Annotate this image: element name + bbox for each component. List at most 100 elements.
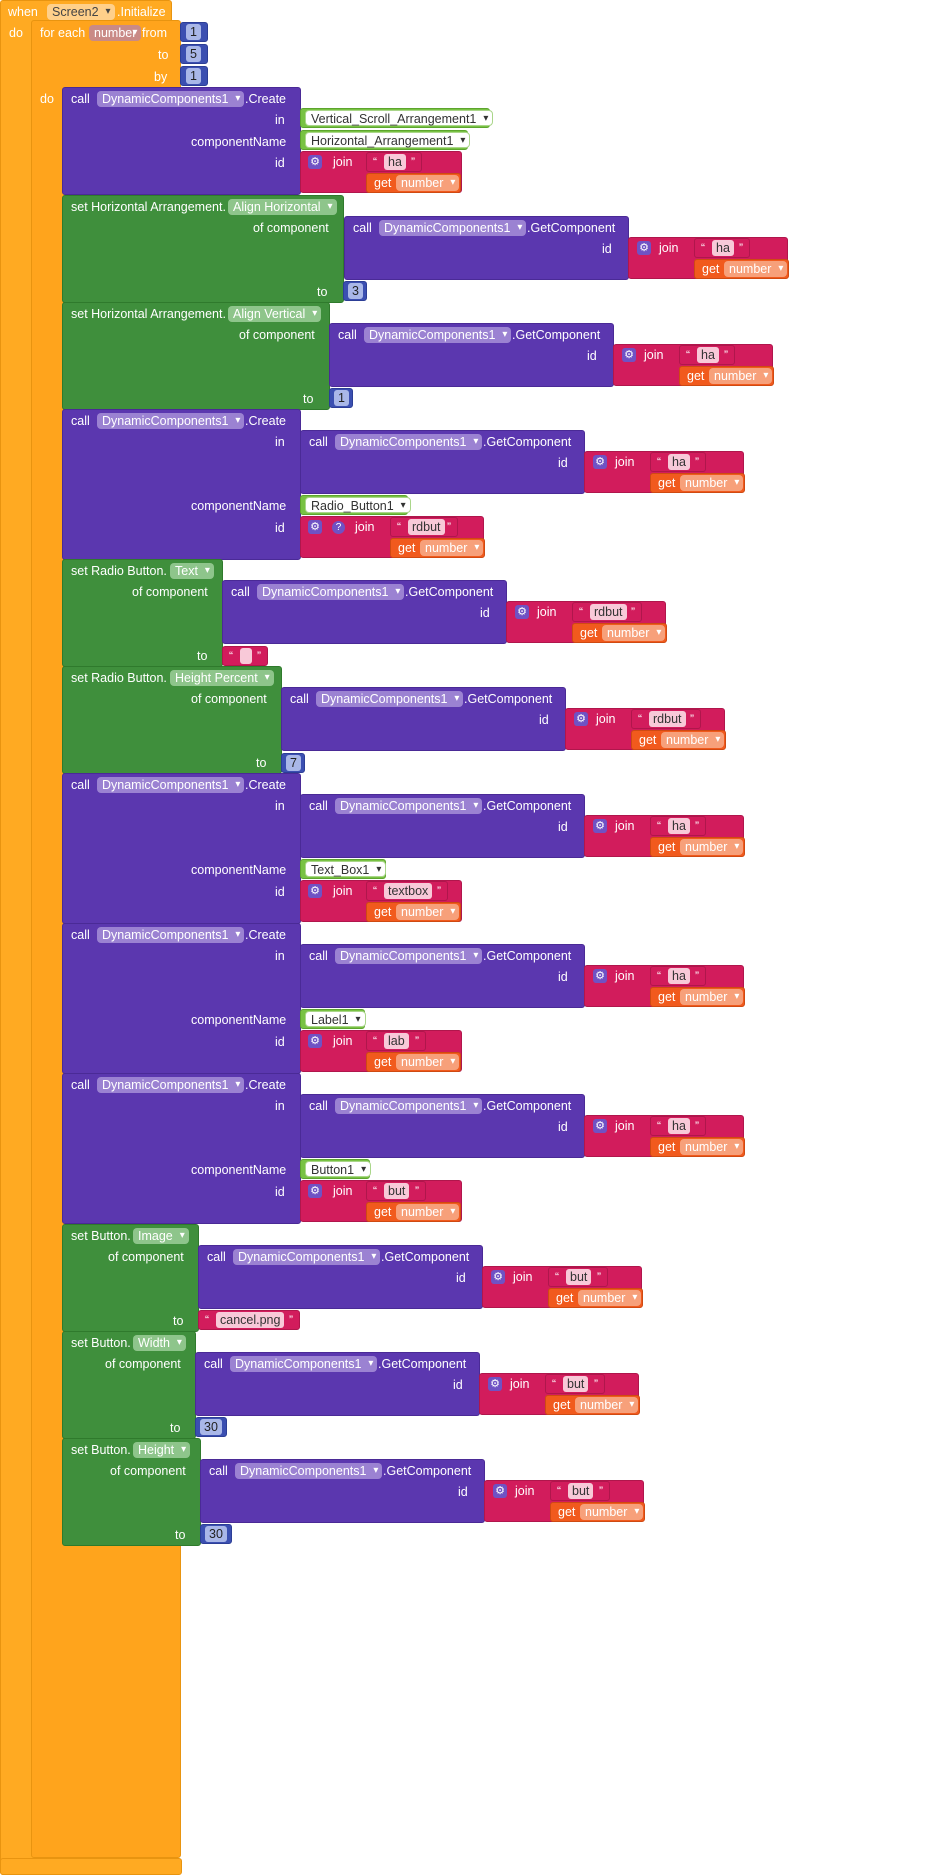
- gear-icon[interactable]: ⚙: [593, 455, 607, 469]
- get-component-block[interactable]: call DynamicComponents1 .GetComponent id: [300, 794, 585, 858]
- radio-component-block[interactable]: Radio_Button1: [300, 495, 411, 515]
- text-value[interactable]: but: [384, 1183, 410, 1199]
- text-value[interactable]: rdbut: [590, 604, 627, 620]
- from-value[interactable]: 1: [186, 24, 201, 40]
- component-dropdown[interactable]: DynamicComponents1: [97, 927, 245, 943]
- gear-icon[interactable]: ⚙: [593, 969, 607, 983]
- vsa-component-block[interactable]: Vertical_Scroll_Arrangement1: [300, 108, 494, 128]
- create-block-horizontal-arrangement[interactable]: call DynamicComponents1 .Create in compo…: [62, 87, 301, 195]
- get-component-block[interactable]: call DynamicComponents1 .GetComponent id: [329, 323, 614, 387]
- text-block[interactable]: “ ha ”: [366, 152, 422, 172]
- component-dropdown[interactable]: DynamicComponents1: [233, 1249, 381, 1265]
- number-value[interactable]: 3: [348, 283, 363, 299]
- image-text-block[interactable]: “ cancel.png ”: [198, 1310, 300, 1330]
- text-value[interactable]: rdbut: [408, 519, 445, 535]
- get-variable-dropdown[interactable]: number: [724, 261, 788, 277]
- property-dropdown[interactable]: Align Vertical: [228, 306, 322, 322]
- by-value[interactable]: 1: [186, 68, 201, 84]
- get-block[interactable]: get number: [550, 1502, 645, 1522]
- get-component-block[interactable]: call DynamicComponents1 .GetComponent id: [195, 1352, 480, 1416]
- gear-icon[interactable]: ⚙: [308, 155, 322, 169]
- get-component-block[interactable]: call DynamicComponents1 .GetComponent id: [198, 1245, 483, 1309]
- component-dropdown[interactable]: DynamicComponents1: [364, 327, 512, 343]
- get-variable-dropdown[interactable]: number: [602, 625, 666, 641]
- set-radio-height-percent-block[interactable]: set Radio Button. Height Percent of comp…: [62, 666, 282, 774]
- gear-icon[interactable]: ⚙: [637, 241, 651, 255]
- gear-icon[interactable]: ⚙: [515, 605, 529, 619]
- text-value[interactable]: [240, 648, 252, 664]
- question-icon[interactable]: ?: [332, 521, 345, 534]
- text-block[interactable]: “ lab ”: [366, 1031, 426, 1051]
- text-value[interactable]: ha: [668, 454, 690, 470]
- get-block[interactable]: get number: [631, 730, 726, 750]
- gear-icon[interactable]: ⚙: [488, 1377, 502, 1391]
- gear-icon[interactable]: ⚙: [308, 1184, 322, 1198]
- text-block[interactable]: “rdbut”: [390, 517, 458, 537]
- text-block[interactable]: “ ha ”: [650, 816, 706, 836]
- component-dropdown[interactable]: DynamicComponents1: [97, 91, 245, 107]
- component-dropdown[interactable]: DynamicComponents1: [235, 1463, 383, 1479]
- create-block-text-box[interactable]: call DynamicComponents1 .Create in compo…: [62, 773, 301, 924]
- text-value[interactable]: rdbut: [649, 711, 686, 727]
- get-variable-dropdown[interactable]: number: [578, 1290, 642, 1306]
- gear-icon[interactable]: ⚙: [491, 1270, 505, 1284]
- join-block[interactable]: ⚙ join: [300, 1180, 462, 1222]
- number-block[interactable]: 3: [343, 281, 367, 301]
- get-block[interactable]: get number: [650, 1137, 745, 1157]
- textbox-dropdown[interactable]: Text_Box1: [305, 861, 387, 878]
- get-component-block[interactable]: call DynamicComponents1 .GetComponent id: [300, 430, 585, 494]
- number-value[interactable]: 1: [334, 390, 349, 406]
- get-block[interactable]: get number: [650, 473, 745, 493]
- property-dropdown[interactable]: Image: [133, 1228, 189, 1244]
- text-block[interactable]: “rdbut”: [631, 709, 701, 729]
- get-block[interactable]: get number: [390, 538, 485, 558]
- component-dropdown[interactable]: DynamicComponents1: [97, 413, 245, 429]
- gear-icon[interactable]: ⚙: [308, 884, 322, 898]
- component-dropdown[interactable]: DynamicComponents1: [335, 434, 483, 450]
- text-value[interactable]: ha: [668, 968, 690, 984]
- number-block[interactable]: 7: [281, 753, 305, 773]
- button-dropdown[interactable]: Button1: [305, 1161, 372, 1178]
- get-variable-dropdown[interactable]: number: [661, 732, 725, 748]
- get-variable-dropdown[interactable]: number: [396, 904, 460, 920]
- number-value[interactable]: 30: [205, 1526, 227, 1542]
- component-dropdown[interactable]: DynamicComponents1: [335, 948, 483, 964]
- text-block[interactable]: “ but ”: [545, 1374, 605, 1394]
- component-dropdown[interactable]: DynamicComponents1: [379, 220, 527, 236]
- component-dropdown[interactable]: DynamicComponents1: [97, 1077, 245, 1093]
- to-number-block[interactable]: 5: [180, 44, 208, 64]
- gear-icon[interactable]: ⚙: [308, 520, 322, 534]
- component-dropdown[interactable]: DynamicComponents1: [335, 1098, 483, 1114]
- number-block[interactable]: 30: [195, 1417, 227, 1437]
- property-dropdown[interactable]: Width: [133, 1335, 186, 1351]
- get-block[interactable]: get number: [366, 173, 461, 193]
- get-variable-dropdown[interactable]: number: [709, 368, 773, 384]
- text-value[interactable]: cancel.png: [216, 1312, 285, 1328]
- set-button-width-block[interactable]: set Button. Width of component to: [62, 1331, 196, 1439]
- label-component-block[interactable]: Label1: [300, 1009, 366, 1029]
- get-block[interactable]: get number: [366, 902, 461, 922]
- component-dropdown[interactable]: DynamicComponents1: [335, 798, 483, 814]
- label-dropdown[interactable]: Label1: [305, 1011, 366, 1028]
- get-variable-dropdown[interactable]: number: [575, 1397, 639, 1413]
- text-block[interactable]: “ but ”: [550, 1481, 610, 1501]
- create-block-radio-button[interactable]: call DynamicComponents1 .Create in compo…: [62, 409, 301, 560]
- empty-text-block[interactable]: “”: [222, 646, 268, 666]
- get-variable-dropdown[interactable]: number: [420, 540, 484, 556]
- get-variable-dropdown[interactable]: number: [396, 1204, 460, 1220]
- radio-dropdown[interactable]: Radio_Button1: [305, 497, 411, 514]
- text-block[interactable]: “ ha ”: [679, 345, 735, 365]
- text-value[interactable]: ha: [384, 154, 406, 170]
- create-block-button[interactable]: call DynamicComponents1 .Create in compo…: [62, 1073, 301, 1224]
- text-block[interactable]: “ but ”: [366, 1181, 426, 1201]
- vsa-dropdown[interactable]: Vertical_Scroll_Arrangement1: [305, 110, 494, 127]
- gear-icon[interactable]: ⚙: [493, 1484, 507, 1498]
- by-number-block[interactable]: 1: [180, 66, 208, 86]
- text-value[interactable]: but: [568, 1483, 594, 1499]
- number-value[interactable]: 7: [286, 755, 301, 771]
- gear-icon[interactable]: ⚙: [593, 819, 607, 833]
- get-component-block[interactable]: call DynamicComponents1 .GetComponent id: [200, 1459, 485, 1523]
- get-block[interactable]: get number: [548, 1288, 643, 1308]
- get-block[interactable]: get number: [366, 1052, 461, 1072]
- loop-variable[interactable]: number: [89, 25, 142, 41]
